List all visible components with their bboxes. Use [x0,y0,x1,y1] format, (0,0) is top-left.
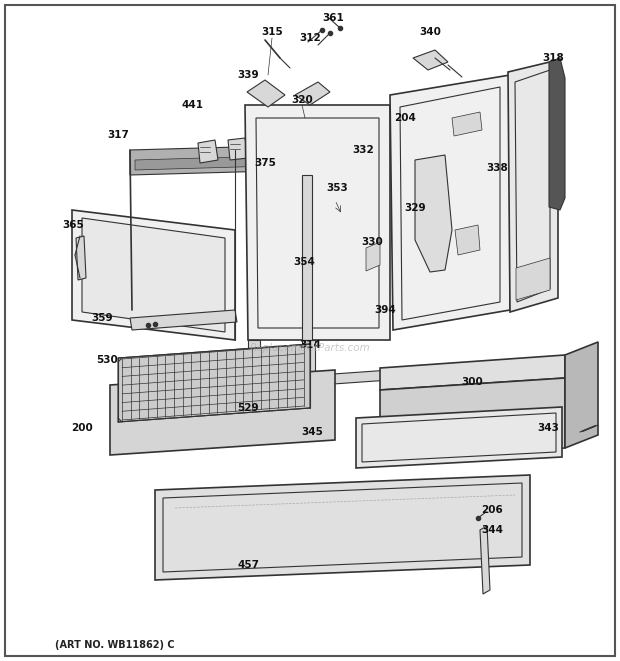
Polygon shape [248,340,260,385]
Text: 317: 317 [107,130,129,140]
Text: ReplacementParts.com: ReplacementParts.com [250,343,370,353]
Text: 365: 365 [62,220,84,230]
Text: 204: 204 [394,113,416,123]
Text: 375: 375 [254,158,276,168]
Text: 340: 340 [419,27,441,37]
Polygon shape [413,50,448,70]
Polygon shape [155,475,530,580]
Polygon shape [110,370,335,455]
Polygon shape [295,82,330,105]
Polygon shape [76,236,86,280]
Polygon shape [302,175,312,340]
Text: 530: 530 [96,355,118,365]
Polygon shape [356,407,562,468]
Text: 529: 529 [237,403,259,413]
Text: 332: 332 [352,145,374,155]
Text: 315: 315 [261,27,283,37]
Text: 457: 457 [237,560,259,570]
Text: 361: 361 [322,13,344,23]
Text: 329: 329 [404,203,426,213]
Polygon shape [198,140,218,163]
Polygon shape [366,242,380,271]
Polygon shape [380,378,565,460]
Text: 338: 338 [486,163,508,173]
Polygon shape [516,258,550,300]
Polygon shape [72,210,235,340]
Polygon shape [245,105,390,340]
Text: 314: 314 [299,340,321,350]
Text: 200: 200 [71,423,93,433]
Text: 330: 330 [361,237,383,247]
Polygon shape [480,526,490,594]
Text: 318: 318 [542,53,564,63]
Polygon shape [508,60,558,312]
Polygon shape [549,58,565,210]
Polygon shape [247,80,285,107]
Polygon shape [228,138,248,160]
Polygon shape [135,153,375,170]
Polygon shape [452,112,482,136]
Polygon shape [302,340,315,385]
Text: 359: 359 [91,313,113,323]
Text: 339: 339 [237,70,259,80]
Text: 353: 353 [326,183,348,193]
Polygon shape [415,155,452,272]
Polygon shape [390,75,510,330]
Polygon shape [82,218,225,332]
Text: 441: 441 [182,100,204,110]
Text: 343: 343 [537,423,559,433]
Polygon shape [118,344,310,422]
Text: 344: 344 [481,525,503,535]
Text: 300: 300 [461,377,483,387]
Text: (ART NO. WB11862) C: (ART NO. WB11862) C [55,640,175,650]
Text: 320: 320 [291,95,313,105]
Text: 206: 206 [481,505,503,515]
Polygon shape [565,342,598,448]
Text: 354: 354 [293,257,315,267]
Polygon shape [130,310,237,330]
Text: 394: 394 [374,305,396,315]
Polygon shape [130,143,380,175]
Text: 312: 312 [299,33,321,43]
Text: 345: 345 [301,427,323,437]
Polygon shape [248,370,390,390]
Polygon shape [380,355,565,390]
Polygon shape [455,225,480,255]
